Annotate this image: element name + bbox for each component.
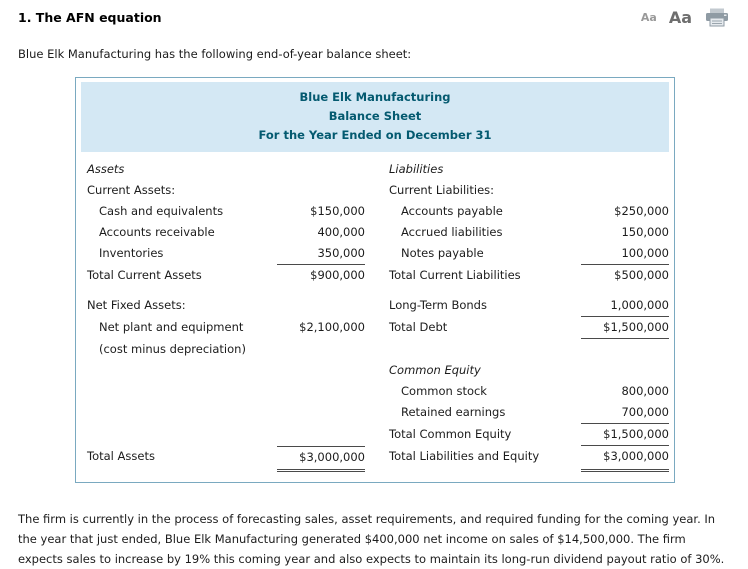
right-amount: $250,000: [614, 204, 669, 218]
balance-sheet-table: Blue Elk Manufacturing Balance Sheet For…: [75, 77, 675, 483]
right-label: Total Common Equity: [389, 427, 512, 441]
table-row: Accounts receivable 400,000 Accrued liab…: [81, 222, 669, 243]
right-label: Common Equity: [389, 363, 481, 377]
right-amount: 1,000,000: [581, 295, 669, 317]
left-label: Net plant and equipment: [99, 320, 244, 334]
left-amount: 350,000: [277, 243, 365, 265]
right-amount: $1,500,000: [581, 424, 669, 446]
right-amount: [581, 180, 669, 201]
table-row: Common stock 800,000: [81, 381, 669, 402]
left-amount: 400,000: [317, 225, 365, 239]
right-amount: [581, 360, 669, 381]
left-amount: $150,000: [310, 204, 365, 218]
right-amount: $1,500,000: [581, 317, 669, 339]
left-label: Accounts receivable: [99, 225, 215, 239]
right-label: Liabilities: [389, 162, 444, 176]
left-label: [81, 402, 277, 424]
right-label: Long-Term Bonds: [389, 298, 487, 312]
toolbar: Aa Aa: [641, 8, 730, 27]
left-label: Cash and equivalents: [99, 204, 224, 218]
left-amount: [277, 381, 365, 402]
table-row: Inventories 350,000 Notes payable 100,00…: [81, 243, 669, 265]
right-amount: 700,000: [581, 402, 669, 424]
right-amount: $500,000: [614, 268, 669, 282]
left-label: Inventories: [99, 246, 164, 260]
left-amount: $900,000: [310, 268, 365, 282]
right-label: Notes payable: [401, 246, 484, 260]
font-size-small-button[interactable]: Aa: [640, 11, 657, 24]
statement-name: Balance Sheet: [328, 109, 422, 123]
closing-paragraph: The firm is currently in the process of …: [18, 512, 725, 566]
font-size-large-button[interactable]: Aa: [668, 8, 692, 27]
right-amount: 100,000: [581, 243, 669, 265]
right-label: Accounts payable: [401, 204, 503, 218]
left-label: (cost minus depreciation): [99, 342, 246, 356]
table-row: Cash and equivalents $150,000 Accounts p…: [81, 201, 669, 222]
table-row: Total Common Equity $1,500,000: [81, 424, 669, 446]
left-amount: [277, 360, 365, 381]
table-row: Assets Liabilities: [81, 159, 669, 180]
balance-sheet-body: Assets Liabilities Current Assets: Curre…: [81, 152, 669, 472]
company-name: Blue Elk Manufacturing: [299, 90, 451, 104]
table-row: Total Assets $3,000,000 Total Liabilitie…: [81, 446, 669, 472]
right-label: Common stock: [401, 384, 487, 398]
left-amount: [277, 339, 365, 360]
printer-icon[interactable]: [704, 8, 730, 27]
table-row: Current Assets: Current Liabilities:: [81, 180, 669, 201]
left-label: Current Assets:: [87, 183, 176, 197]
right-label: Current Liabilities:: [389, 183, 495, 197]
right-amount: 150,000: [621, 225, 669, 239]
left-amount: [277, 159, 365, 180]
left-label: Net Fixed Assets:: [87, 298, 186, 312]
statement-period: For the Year Ended on December 31: [258, 128, 492, 142]
left-label: Total Current Assets: [87, 268, 202, 282]
left-label: Assets: [87, 162, 125, 176]
balance-sheet-header: Blue Elk Manufacturing Balance Sheet For…: [81, 82, 669, 152]
table-row: Common Equity: [81, 360, 669, 381]
right-label: Accrued liabilities: [401, 225, 503, 239]
right-label: Total Liabilities and Equity: [389, 449, 540, 463]
right-label: Retained earnings: [401, 405, 506, 419]
right-amount: [581, 159, 669, 180]
left-label: [81, 381, 277, 402]
left-label: [81, 360, 277, 381]
table-row: Retained earnings 700,000: [81, 402, 669, 424]
right-label: Total Debt: [389, 320, 448, 334]
intro-paragraph: Blue Elk Manufacturing has the following…: [18, 47, 412, 61]
page-title: 1. The AFN equation: [18, 10, 162, 25]
left-amount: [277, 402, 365, 424]
left-label: Total Assets: [87, 449, 155, 463]
left-label: [81, 424, 277, 446]
top-bar: 1. The AFN equation Aa Aa: [18, 8, 730, 27]
table-row: Net Fixed Assets: Long-Term Bonds 1,000,…: [81, 295, 669, 317]
table-row: Total Current Assets $900,000 Total Curr…: [81, 265, 669, 286]
left-amount: $2,100,000: [299, 320, 365, 334]
right-amount: 800,000: [621, 384, 669, 398]
right-amount: [581, 339, 669, 360]
left-amount: [277, 295, 365, 317]
table-row: Net plant and equipment $2,100,000 Total…: [81, 317, 669, 339]
table-row: (cost minus depreciation): [81, 339, 669, 360]
right-label: [365, 339, 581, 360]
right-amount: $3,000,000: [581, 446, 669, 472]
left-amount: [277, 180, 365, 201]
left-amount: [277, 424, 365, 446]
left-amount: $3,000,000: [277, 446, 365, 472]
right-label: Total Current Liabilities: [389, 268, 521, 282]
